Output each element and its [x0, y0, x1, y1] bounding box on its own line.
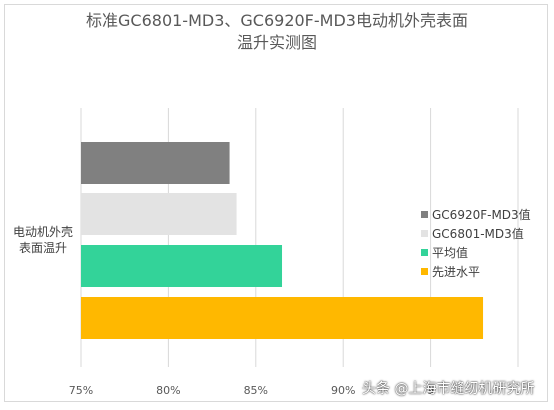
legend-swatch	[421, 249, 428, 256]
x-tick-label: 75%	[69, 384, 93, 397]
watermark: 头条 @上海市缝纫机研究所	[362, 381, 535, 397]
chart-title-line-2: 温升实测图	[236, 33, 317, 52]
legend-label: 先进水平	[432, 265, 480, 279]
legend-swatch	[421, 268, 428, 275]
bar	[81, 193, 237, 235]
x-tick-labels: 75% 80% 85% 90% 9	[69, 384, 434, 397]
legend-swatch	[421, 230, 428, 237]
legend-swatch	[421, 211, 428, 218]
legend-label: GC6920F-MD3值	[432, 207, 531, 222]
x-tick-label: 90%	[331, 384, 355, 397]
bar	[81, 142, 230, 184]
chart-title-line-1: 标准GC6801-MD3、GC6920F-MD3电动机外壳表面	[86, 11, 468, 30]
category-label-line-2: 表面温升	[19, 241, 67, 255]
bars	[81, 142, 484, 339]
legend-label: GC6801-MD3值	[432, 226, 524, 241]
category-label: 电动机外壳 表面温升	[13, 225, 73, 255]
category-label-line-1: 电动机外壳	[13, 225, 73, 239]
chart-title: 标准GC6801-MD3、GC6920F-MD3电动机外壳表面 温升实测图	[0, 10, 554, 54]
x-tick-label: 80%	[156, 384, 180, 397]
legend-label: 平均值	[432, 245, 468, 260]
bar	[81, 245, 283, 287]
x-tick-label: 9	[427, 384, 434, 397]
bar	[81, 297, 484, 339]
x-tick-label: 85%	[244, 384, 268, 397]
